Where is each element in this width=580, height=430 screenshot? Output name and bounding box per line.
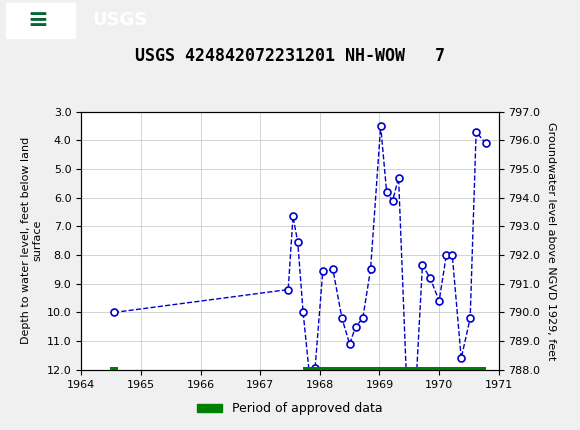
Text: USGS: USGS: [93, 12, 148, 29]
Y-axis label: Groundwater level above NGVD 1929, feet: Groundwater level above NGVD 1929, feet: [546, 122, 556, 360]
Text: USGS 424842072231201 NH-WOW   7: USGS 424842072231201 NH-WOW 7: [135, 47, 445, 65]
Bar: [303, 367, 485, 373]
Text: ≡: ≡: [27, 9, 48, 32]
Bar: [110, 367, 118, 373]
Legend: Period of approved data: Period of approved data: [192, 397, 388, 420]
Bar: [6, 3, 75, 37]
Y-axis label: Depth to water level, feet below land
surface: Depth to water level, feet below land su…: [21, 137, 42, 344]
